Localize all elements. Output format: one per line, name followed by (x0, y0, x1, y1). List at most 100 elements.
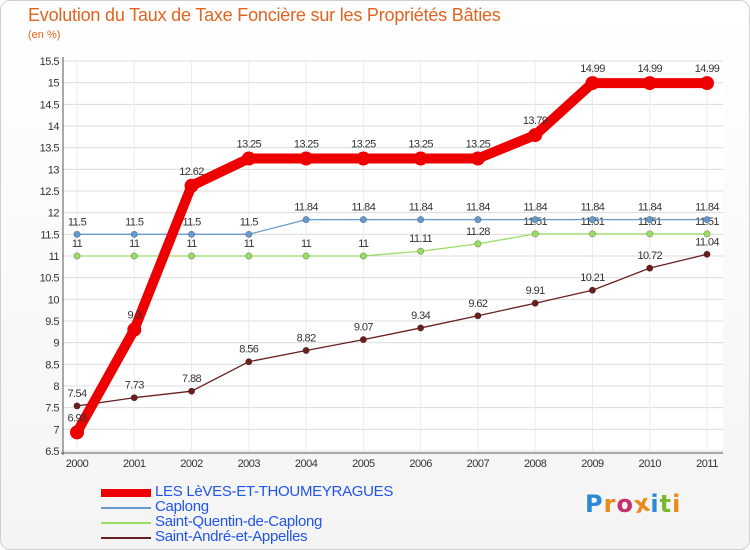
legend-swatch (101, 507, 151, 509)
data-label: 11.84 (409, 202, 433, 214)
y-tick-label: 14.5 (40, 99, 60, 111)
data-point (417, 247, 425, 255)
data-point (528, 128, 543, 143)
data-label: 13.25 (408, 139, 433, 151)
data-label: 10.21 (580, 272, 605, 284)
logo-letter: i (672, 490, 682, 518)
data-point (356, 151, 371, 166)
y-tick-label: 10.5 (40, 273, 60, 285)
logo-letter: r (603, 490, 617, 518)
data-label: 11.04 (695, 236, 719, 248)
legend-label: Caplong (155, 498, 209, 515)
data-label: 11.5 (125, 216, 144, 228)
data-label: 14.99 (580, 63, 605, 75)
data-point (585, 76, 600, 91)
data-point (127, 322, 142, 337)
data-point (241, 151, 256, 166)
y-tick-label: 12 (48, 208, 60, 220)
data-point (417, 216, 425, 224)
x-tick-label: 2011 (696, 458, 718, 470)
y-tick-label: 9.5 (45, 316, 59, 328)
x-tick-label: 2002 (180, 458, 203, 470)
logo-letter: i (650, 490, 660, 518)
series-line-caplong (76, 218, 708, 235)
data-label: 10.72 (637, 250, 662, 262)
data-point (531, 216, 539, 224)
y-tick-label: 9 (53, 338, 59, 350)
data-label: 11.11 (409, 233, 432, 245)
data-label: 8.82 (297, 332, 316, 344)
data-point (646, 264, 654, 272)
x-tick-label: 2001 (123, 458, 146, 470)
data-label: 11.84 (294, 202, 318, 214)
data-label: 11 (244, 238, 255, 250)
data-label: 7.54 (67, 388, 86, 400)
x-tick-label: 2007 (467, 458, 490, 470)
data-label: 12.62 (179, 166, 204, 178)
data-label: 9.62 (468, 298, 487, 310)
data-label: 11.5 (68, 216, 87, 228)
logo-letter: o (616, 490, 634, 518)
data-point (588, 286, 596, 294)
x-tick-label: 2003 (238, 458, 261, 470)
data-point (245, 230, 253, 238)
data-point (359, 336, 367, 344)
data-point (73, 230, 81, 238)
data-point (474, 216, 482, 224)
data-point (703, 230, 711, 238)
logo-letter: P (585, 490, 604, 518)
data-point (646, 230, 654, 238)
y-tick-label: 11 (49, 251, 60, 263)
data-point (470, 151, 485, 166)
data-point (245, 358, 253, 366)
legend-label: Saint-André-et-Appelles (155, 528, 308, 545)
legend-swatch (101, 537, 151, 539)
y-tick-label: 15 (48, 78, 60, 90)
data-point (703, 250, 711, 258)
y-tick-label: 12.5 (40, 186, 60, 198)
data-label: 6.93 (67, 412, 86, 424)
data-label: 11 (129, 238, 140, 250)
data-point (474, 312, 482, 320)
data-label: 11 (358, 238, 369, 250)
data-point (130, 252, 138, 260)
data-point (417, 324, 425, 332)
data-label: 11.5 (182, 216, 201, 228)
data-label: 11.84 (523, 202, 547, 214)
data-point (474, 240, 482, 248)
data-label: 7.88 (182, 373, 201, 385)
data-label: 9.91 (526, 285, 545, 297)
proxiti-logo: Proxiti (585, 489, 682, 520)
data-point (359, 216, 367, 224)
series-line-saint-quentin-de-caplong (76, 233, 708, 257)
legend-label: Saint-Quentin-de-Caplong (155, 513, 323, 530)
data-label: 7.73 (125, 380, 144, 392)
y-tick-label: 7.5 (45, 403, 59, 415)
data-point (646, 216, 654, 224)
data-label: 13.25 (294, 139, 319, 151)
data-point (588, 230, 596, 238)
data-point (700, 76, 714, 91)
legend-swatch (101, 489, 151, 497)
data-label: 11.84 (695, 202, 719, 214)
data-point (70, 425, 84, 440)
data-label: 11 (186, 238, 197, 250)
y-tick-label: 15.5 (40, 56, 60, 68)
y-tick-label: 13 (48, 164, 60, 176)
data-label: 11.84 (352, 202, 376, 214)
data-label: 14.99 (695, 63, 720, 75)
x-tick-label: 2006 (409, 458, 432, 470)
data-label: 13.25 (351, 139, 376, 151)
y-tick-label: 7 (53, 424, 59, 436)
data-label: 11.28 (466, 226, 490, 238)
data-point (531, 299, 539, 307)
data-point (302, 216, 310, 224)
data-label: 9.3 (128, 310, 142, 322)
x-tick-label: 2008 (524, 458, 547, 470)
legend-swatch (101, 522, 151, 524)
data-point (302, 346, 310, 354)
data-label: 8.56 (239, 344, 258, 356)
data-point (413, 151, 428, 166)
